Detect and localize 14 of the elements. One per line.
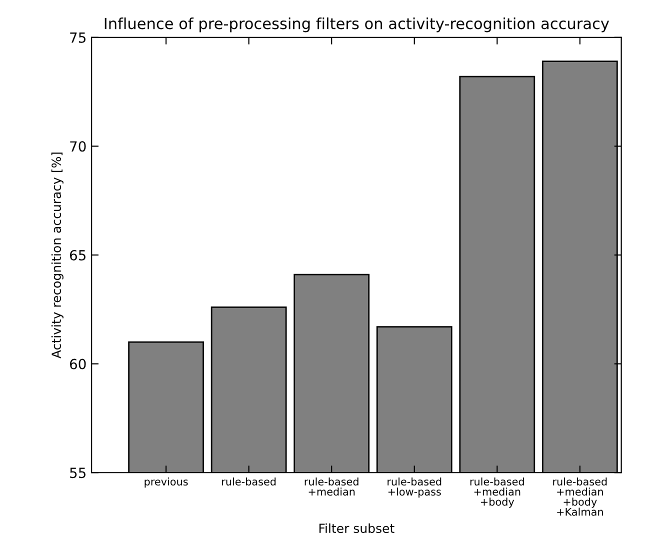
x-tick-label: previous [144, 477, 188, 488]
x-tick-label: rule-based +low-pass [388, 477, 442, 498]
x-tick-label: rule-based +median +body [470, 477, 524, 508]
x-tick-label: rule-based [222, 477, 276, 486]
y-axis-title: Activity recognition accuracy [%] [51, 152, 64, 358]
chart-title: Influence of pre-processing filters on activity-recognition accuracy [104, 17, 610, 32]
y-tick-label: 65 [70, 250, 86, 260]
x-tick-label: rule-based +median +body +Kalman [553, 477, 607, 516]
y-tick-label: 70 [70, 141, 86, 152]
y-tick-label: 60 [70, 358, 86, 370]
y-tick-label: 55 [70, 468, 86, 478]
x-tick-label: rule-based +median [304, 477, 358, 496]
x-axis-title: Filter subset [319, 523, 394, 534]
y-tick-label: 75 [70, 32, 86, 43]
